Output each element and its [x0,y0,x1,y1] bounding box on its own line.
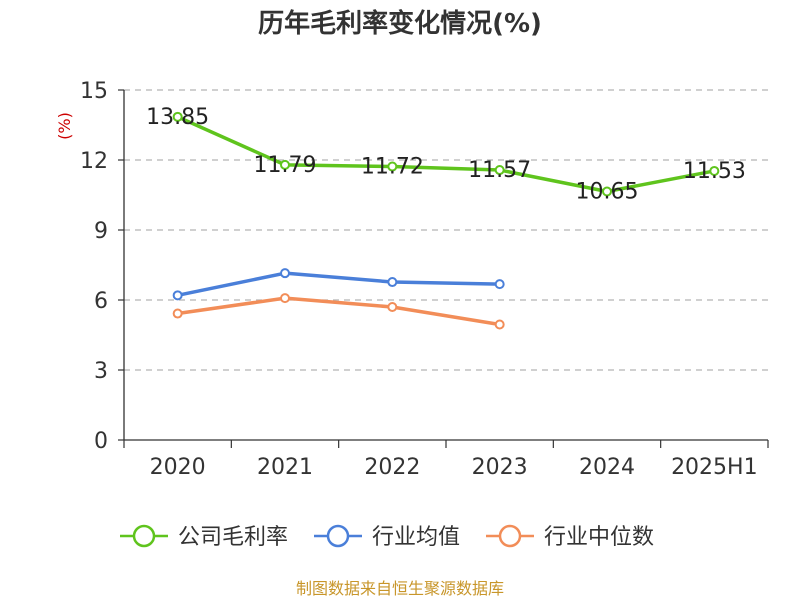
data-point [602,186,612,197]
legend-label: 公司毛利率 [178,525,288,550]
data-labels: 13.85 11.79 11.72 11.57 10.65 11.53 [146,105,746,205]
y-tick-label: 12 [80,149,108,174]
legend-swatch-marker [326,524,350,548]
y-tick-label: 3 [94,359,108,384]
legend: 公司毛利率 行业均值 行业中位数 [120,524,654,550]
legend-swatch-marker [132,524,156,548]
x-tick-label: 2022 [364,455,420,480]
data-point [494,319,505,330]
data-label: 13.85 [146,105,209,130]
data-point [172,290,183,301]
legend-label: 行业均值 [372,525,460,550]
y-axis-unit-label: (%) [55,112,74,140]
source-note: 制图数据来自恒生聚源数据库 [296,579,504,598]
data-point [280,293,290,304]
series-lines [172,111,720,330]
data-label: 11.53 [683,159,746,184]
data-point [172,308,183,319]
data-point [280,159,290,170]
legend-label: 行业中位数 [544,525,654,550]
chart-title: 历年毛利率变化情况(%) [258,8,542,39]
series-line [177,296,500,327]
data-point [494,279,505,290]
legend-item[interactable]: 行业中位数 [486,524,654,550]
gridlines [124,89,768,371]
data-point [387,277,398,288]
legend-item[interactable]: 公司毛利率 [120,524,288,550]
series-line [176,115,715,194]
data-point [494,165,505,176]
series-line [177,271,500,298]
x-tick-label: 2023 [472,455,528,480]
y-tick-label: 9 [94,219,108,244]
x-tick-label: 2021 [257,455,313,480]
x-tick-label: 2020 [150,455,206,480]
data-label: 11.72 [361,155,424,180]
data-point [709,165,720,176]
data-point [172,111,183,122]
data-point [280,268,290,279]
data-point [387,161,398,172]
data-label: 11.57 [468,158,531,183]
y-tick-label: 0 [94,429,108,454]
y-tick-label: 6 [94,289,108,314]
data-label: 11.79 [254,153,317,178]
legend-item[interactable]: 行业均值 [314,524,460,550]
x-tick-label: 2025H1 [671,455,758,480]
legend-swatch-marker [498,524,522,548]
axes: 0 3 6 9 12 15 2020 2021 2022 2023 2024 2025H1 [80,79,769,480]
y-tick-label: 15 [80,79,108,104]
x-tick-label: 2024 [579,455,635,480]
data-point [387,302,398,312]
data-label: 10.65 [576,180,639,205]
